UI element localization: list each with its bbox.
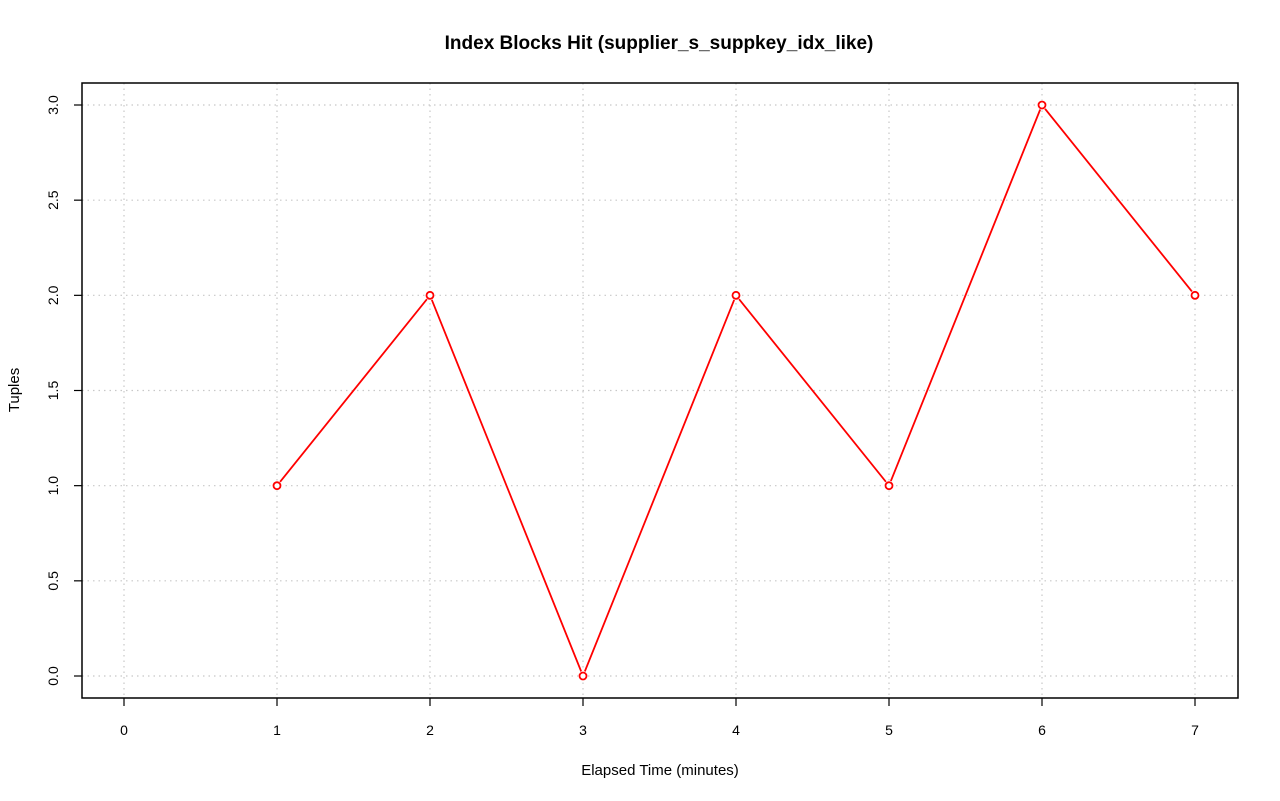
- x-axis: 0 1 2 3 4 5 6 7: [120, 698, 1199, 738]
- x-tick-label: 4: [732, 722, 740, 738]
- chart-title: Index Blocks Hit (supplier_s_suppkey_idx…: [445, 33, 874, 54]
- data-point: [731, 290, 741, 300]
- y-tick-label: 0.0: [45, 666, 61, 686]
- y-axis: 0.0 0.5 1.0 1.5 2.0 2.5 3.0: [45, 95, 82, 686]
- data-point: [578, 671, 588, 681]
- data-point: [425, 290, 435, 300]
- y-tick-label: 2.0: [45, 285, 61, 305]
- y-tick-label: 1.0: [45, 476, 61, 496]
- data-point: [884, 481, 894, 491]
- y-axis-label: Tuples: [6, 368, 23, 412]
- y-tick-label: 2.5: [45, 190, 61, 210]
- data-point: [1037, 100, 1047, 110]
- grid: [82, 83, 1238, 698]
- data-point: [1190, 290, 1200, 300]
- x-tick-label: 3: [579, 722, 587, 738]
- y-tick-label: 3.0: [45, 95, 61, 115]
- y-tick-label: 1.5: [45, 381, 61, 401]
- x-tick-label: 7: [1191, 722, 1199, 738]
- data-point: [272, 481, 282, 491]
- x-tick-label: 6: [1038, 722, 1046, 738]
- series-points: [272, 100, 1200, 681]
- x-tick-label: 5: [885, 722, 893, 738]
- x-tick-label: 0: [120, 722, 128, 738]
- x-tick-label: 1: [273, 722, 281, 738]
- x-axis-label: Elapsed Time (minutes): [581, 762, 739, 779]
- y-tick-label: 0.5: [45, 571, 61, 591]
- x-tick-label: 2: [426, 722, 434, 738]
